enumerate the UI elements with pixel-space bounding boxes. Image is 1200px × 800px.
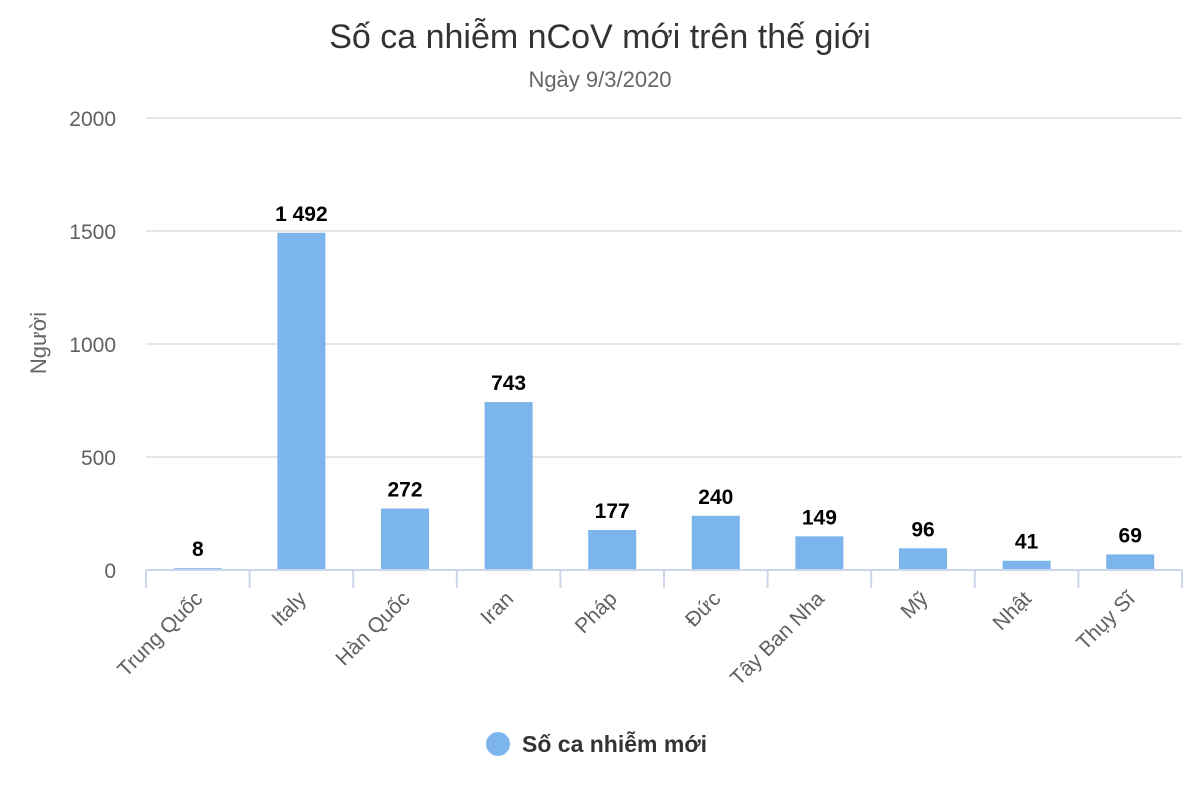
y-tick-label: 0 xyxy=(104,560,116,583)
bar[interactable] xyxy=(277,232,326,571)
y-tick-label: 1000 xyxy=(69,334,116,357)
legend-label: Số ca nhiễm mới xyxy=(522,730,707,757)
data-label: 272 xyxy=(387,479,422,502)
data-label: 96 xyxy=(911,518,934,541)
bar[interactable] xyxy=(381,508,429,570)
data-label: 149 xyxy=(802,506,837,529)
x-tick-label: Mỹ xyxy=(896,587,932,623)
x-tick-label: Iran xyxy=(476,587,518,629)
data-label: 1 492 xyxy=(275,203,328,226)
x-tick-label: Italy xyxy=(267,587,311,631)
legend[interactable]: Số ca nhiễm mới xyxy=(486,730,707,757)
chart-subtitle: Ngày 9/3/2020 xyxy=(528,67,671,92)
data-label: 41 xyxy=(1015,531,1039,554)
bar[interactable] xyxy=(899,548,947,570)
data-label: 8 xyxy=(192,538,204,561)
bar[interactable] xyxy=(1002,560,1051,570)
data-label: 240 xyxy=(698,486,733,509)
bars xyxy=(173,232,1155,571)
bar[interactable] xyxy=(691,515,740,570)
data-label: 743 xyxy=(491,372,526,395)
y-tick-label: 500 xyxy=(81,447,116,470)
y-tick-label: 1500 xyxy=(69,221,116,244)
bar[interactable] xyxy=(588,529,637,570)
x-tick-label: Pháp xyxy=(571,587,622,638)
y-axis-label: Người xyxy=(26,312,51,374)
x-tick-label: Trung Quốc xyxy=(113,587,207,681)
data-labels: 8 1 492 272 743 177 240 149 96 41 69 xyxy=(192,203,1142,561)
chart-title: Số ca nhiễm nCoV mới trên thế giới xyxy=(329,18,871,56)
x-tick-label: Tây Ban Nha xyxy=(726,587,829,690)
x-tick-label: Thụy Sĩ xyxy=(1072,586,1140,654)
data-label: 177 xyxy=(595,500,630,523)
x-tick-label: Hàn Quốc xyxy=(331,587,414,670)
legend-marker xyxy=(486,732,510,756)
y-tick-label: 2000 xyxy=(69,108,116,131)
x-tick-label: Nhật xyxy=(989,587,1037,635)
bar[interactable] xyxy=(795,536,844,570)
data-label: 69 xyxy=(1119,524,1142,547)
x-tick-label: Đức xyxy=(681,587,725,631)
bar[interactable] xyxy=(1106,554,1155,570)
x-axis: Trung Quốc Italy Hàn Quốc Iran Pháp Đức Tây Ba… xyxy=(113,569,1183,690)
y-axis-ticks: 0 500 1000 1500 2000 xyxy=(69,108,116,583)
bar[interactable] xyxy=(484,402,533,570)
